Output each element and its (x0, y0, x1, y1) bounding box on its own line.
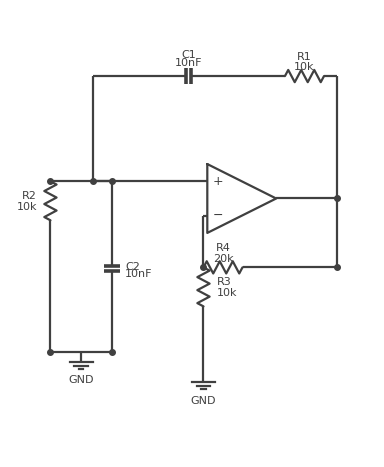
Text: 10nF: 10nF (125, 269, 152, 279)
Text: +: + (212, 175, 223, 188)
Text: 10k: 10k (17, 202, 37, 212)
Text: R4: R4 (215, 243, 230, 253)
Text: R1: R1 (297, 51, 312, 62)
Text: −: − (212, 209, 223, 222)
Text: 20k: 20k (213, 254, 233, 263)
Text: GND: GND (191, 396, 216, 405)
Text: C1: C1 (181, 50, 196, 60)
Text: 10nF: 10nF (175, 58, 202, 68)
Text: 10k: 10k (217, 288, 237, 298)
Text: 10k: 10k (294, 62, 315, 72)
Text: R2: R2 (22, 191, 37, 201)
Text: GND: GND (68, 375, 94, 385)
Text: R3: R3 (217, 277, 232, 287)
Text: C2: C2 (125, 262, 140, 272)
